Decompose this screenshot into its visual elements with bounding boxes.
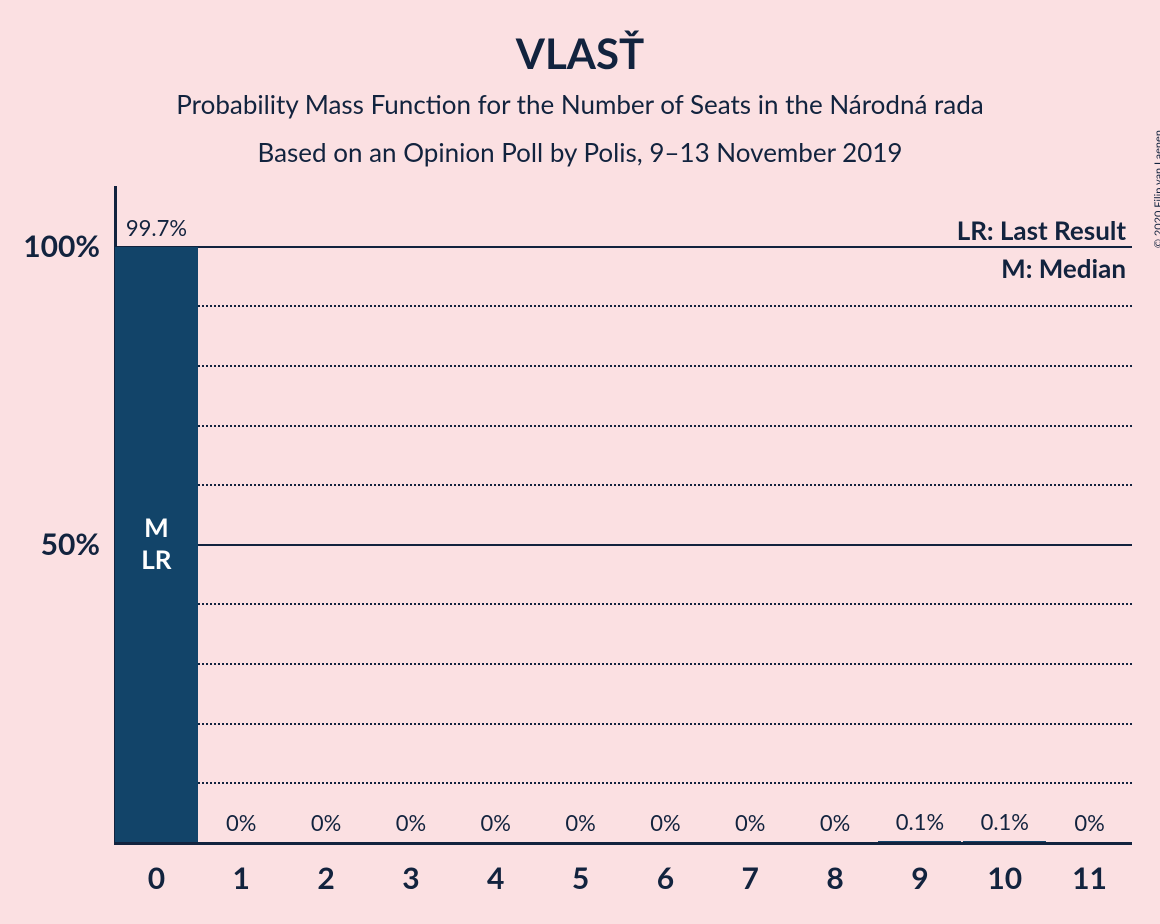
x-axis-tick-label: 5 bbox=[538, 860, 623, 896]
bar-value-label: 0% bbox=[284, 809, 369, 836]
bar-value-label: 0% bbox=[369, 809, 454, 836]
bar-value-label: 0% bbox=[453, 809, 538, 836]
gridline bbox=[114, 723, 1132, 725]
bar-value-label: 0% bbox=[708, 809, 793, 836]
x-axis-tick-label: 6 bbox=[623, 860, 708, 896]
pmf-chart: VLASŤ Probability Mass Function for the … bbox=[0, 0, 1160, 924]
x-axis-tick-label: 3 bbox=[369, 860, 454, 896]
chart-subtitle-2: Based on an Opinion Poll by Polis, 9–13 … bbox=[0, 136, 1160, 168]
gridline bbox=[114, 603, 1132, 605]
gridline bbox=[114, 365, 1132, 367]
x-axis-tick-label: 11 bbox=[1047, 860, 1132, 896]
gridline bbox=[114, 305, 1132, 307]
x-axis-tick-label: 4 bbox=[453, 860, 538, 896]
bar-value-label: 99.7% bbox=[114, 214, 199, 241]
bar bbox=[963, 841, 1046, 842]
bar-value-label: 0% bbox=[1047, 809, 1132, 836]
bar-marker-text: MLR bbox=[115, 511, 198, 575]
x-axis-tick-label: 8 bbox=[793, 860, 878, 896]
chart-subtitle-1: Probability Mass Function for the Number… bbox=[0, 88, 1160, 120]
legend-median: M: Median bbox=[1001, 252, 1126, 284]
y-axis-tick-label: 100% bbox=[23, 228, 100, 264]
x-axis-tick-label: 10 bbox=[962, 860, 1047, 896]
legend-last-result: LR: Last Result bbox=[957, 214, 1126, 246]
x-axis-tick-label: 0 bbox=[114, 860, 199, 896]
x-axis bbox=[114, 842, 1132, 845]
x-axis-tick-label: 2 bbox=[284, 860, 369, 896]
bar-value-label: 0% bbox=[793, 809, 878, 836]
bar-value-label: 0.1% bbox=[878, 808, 963, 835]
x-axis-tick-label: 7 bbox=[708, 860, 793, 896]
chart-title: VLASŤ bbox=[0, 28, 1160, 78]
bar-marker-line: M bbox=[115, 511, 198, 543]
gridline bbox=[114, 544, 1132, 546]
bar: MLR bbox=[115, 247, 198, 842]
y-axis-tick-label: 50% bbox=[41, 526, 100, 562]
x-axis-tick-label: 1 bbox=[199, 860, 284, 896]
gridline bbox=[114, 782, 1132, 784]
bar-value-label: 0% bbox=[623, 809, 708, 836]
bar bbox=[878, 841, 961, 842]
copyright-text: © 2020 Filip van Laenen bbox=[1152, 130, 1160, 248]
x-axis-tick-label: 9 bbox=[878, 860, 963, 896]
plot-area: 50%100%MLR99.7%00%10%20%30%40%50%60%70%8… bbox=[114, 186, 1132, 842]
gridline bbox=[114, 246, 1132, 248]
bar-value-label: 0% bbox=[538, 809, 623, 836]
bar-value-label: 0.1% bbox=[962, 808, 1047, 835]
gridline bbox=[114, 484, 1132, 486]
gridline bbox=[114, 425, 1132, 427]
bar-marker-line: LR bbox=[115, 543, 198, 575]
gridline bbox=[114, 663, 1132, 665]
bar-value-label: 0% bbox=[199, 809, 284, 836]
